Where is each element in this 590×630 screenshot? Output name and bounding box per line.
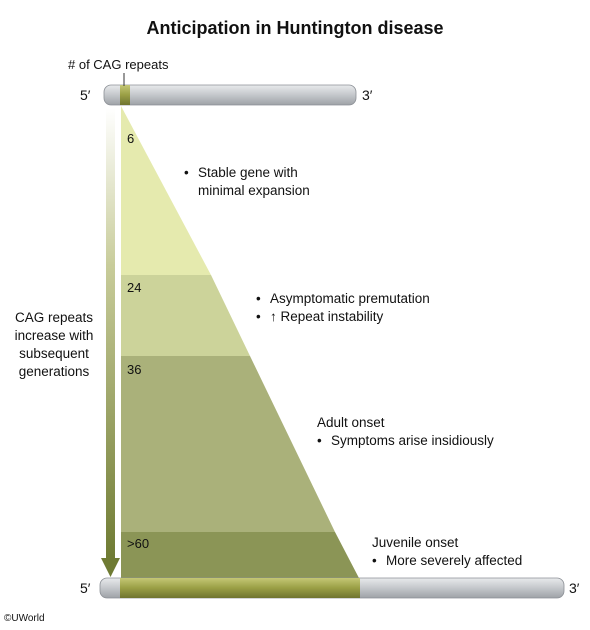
copyright: ©UWorld [4, 613, 45, 624]
bullet-icon: • [317, 433, 322, 448]
note-line: Asymptomatic premutation [270, 291, 430, 306]
tier-wedge-6 [121, 106, 211, 275]
note-heading: Juvenile onset [372, 535, 459, 550]
note-line: minimal expansion [198, 183, 310, 198]
repeat-count-60: >60 [127, 536, 150, 551]
bullet-icon: • [256, 309, 261, 324]
top-dna-strand [103, 84, 357, 106]
diagram-title: Anticipation in Huntington disease [146, 18, 444, 38]
generations-arrow-head [101, 558, 120, 577]
repeat-count-24: 24 [127, 280, 142, 295]
tier-note-premutation: • Asymptomatic premutation • ↑ Repeat inst… [256, 290, 430, 326]
tier-note-adult: Adult onset • Symptoms arise insidiously [317, 414, 494, 450]
top-five-prime-label: 5′ [80, 87, 91, 103]
bullet-icon: • [256, 291, 261, 306]
tier-wedge-24 [121, 275, 250, 356]
top-cag-segment [120, 85, 130, 105]
cag-repeats-label: # of CAG repeats [68, 57, 169, 72]
side-label-line: increase with [14, 328, 94, 343]
top-three-prime-label: 3′ [362, 87, 373, 103]
side-label: CAG repeats increase with subsequent gen… [2, 309, 106, 381]
side-label-line: CAG repeats [14, 310, 94, 325]
bottom-three-prime-label: 3′ [569, 580, 580, 596]
bullet-icon: • [184, 165, 189, 180]
tier-note-stable: • Stable gene with minimal expansion [184, 164, 310, 200]
bottom-five-prime-label: 5′ [80, 580, 91, 596]
repeat-count-36: 36 [127, 362, 142, 377]
tier-wedge-36 [121, 356, 335, 532]
tier-note-juvenile: Juvenile onset • More severely affected [372, 534, 522, 570]
note-line: Symptoms arise insidiously [331, 433, 494, 448]
repeat-count-6: 6 [127, 131, 135, 146]
note-line: ↑ Repeat instability [270, 309, 384, 324]
note-line: More severely affected [386, 553, 523, 568]
note-line: Stable gene with [198, 165, 298, 180]
generations-arrow-shaft [106, 108, 115, 560]
bottom-cag-segment [120, 578, 360, 598]
bullet-icon: • [372, 553, 377, 568]
side-label-line: generations [18, 364, 90, 379]
tier-wedge-60 [121, 532, 360, 580]
side-label-line: subsequent [19, 346, 89, 361]
note-heading: Adult onset [317, 415, 385, 430]
